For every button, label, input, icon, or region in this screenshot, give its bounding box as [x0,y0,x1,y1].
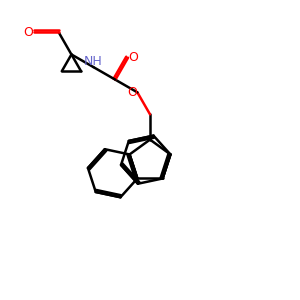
Text: NH: NH [84,55,103,68]
Text: O: O [127,86,137,99]
Text: O: O [23,26,33,39]
Text: O: O [128,51,138,64]
